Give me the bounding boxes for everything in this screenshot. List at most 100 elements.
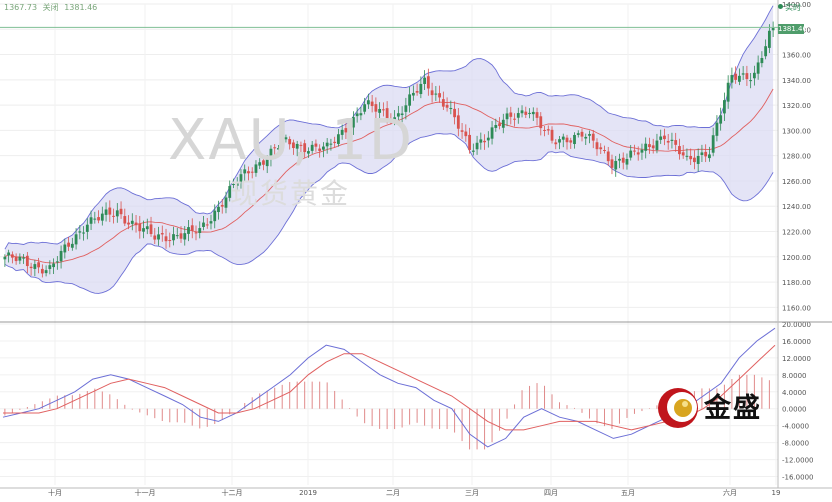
time-axis-label: 十一月	[135, 488, 156, 497]
macd-tick-label: 0.0000	[782, 406, 807, 414]
candle-body	[460, 130, 464, 132]
candle-body	[179, 233, 183, 239]
candle-body	[247, 171, 250, 174]
live-label: 实时	[785, 3, 801, 12]
time-axis-label: 2019	[299, 489, 317, 497]
candle-body	[97, 217, 100, 221]
candle-body	[734, 73, 738, 80]
candle-body	[235, 182, 239, 186]
candle-body	[666, 140, 670, 143]
candle-body	[408, 94, 412, 106]
candle-body	[37, 262, 41, 268]
candle-body	[134, 222, 138, 226]
candle-body	[183, 233, 187, 240]
candle-body	[606, 151, 610, 162]
candle-body	[659, 136, 663, 140]
candle-body	[228, 186, 232, 198]
candle-body	[614, 160, 618, 170]
candle-body	[449, 108, 453, 110]
macd-tick-label: -8.0000	[782, 440, 809, 448]
candle-body	[603, 150, 606, 152]
candle-body	[756, 62, 760, 74]
candle-body	[157, 234, 160, 240]
candle-body	[333, 141, 337, 144]
candle-body	[299, 144, 303, 146]
candle-body	[280, 139, 284, 148]
candle-body	[284, 137, 288, 140]
price-tick-label: 1260.00	[782, 178, 811, 186]
candle-body	[149, 224, 153, 235]
candle-body	[415, 91, 419, 93]
candle-body	[483, 140, 486, 143]
candle-body	[325, 142, 329, 147]
candle-body	[243, 169, 247, 174]
candle-body	[393, 117, 397, 121]
candle-body	[700, 152, 704, 155]
candle-body	[419, 83, 423, 95]
candle-body	[322, 146, 325, 150]
candle-body	[595, 142, 599, 150]
candle-body	[70, 243, 74, 248]
candle-body	[539, 116, 543, 129]
candle-body	[85, 224, 89, 232]
candle-body	[348, 128, 352, 135]
candle-body	[651, 145, 655, 149]
candle-body	[663, 135, 666, 140]
candle-body	[438, 93, 441, 98]
candle-body	[685, 155, 689, 157]
time-axis-label: 二月	[386, 489, 400, 497]
candle-body	[381, 109, 385, 111]
candle-body	[138, 223, 142, 232]
candle-body	[168, 240, 172, 242]
candle-body	[250, 171, 254, 173]
macd-line	[2, 327, 776, 448]
candle-body	[119, 208, 123, 215]
candle-body	[29, 266, 33, 269]
macd-tick-label: -12.0000	[782, 457, 813, 465]
bollinger-upper-line	[4, 5, 774, 250]
candle-body	[378, 108, 382, 113]
candle-body	[535, 112, 539, 118]
candle-body	[621, 157, 625, 163]
candle-body	[505, 113, 509, 120]
signal-line	[3, 344, 776, 431]
macd-tick-label: 16.0000	[782, 338, 811, 346]
price-tick-label: 1360.00	[782, 52, 811, 60]
candle-body	[142, 228, 145, 232]
candle-body	[633, 150, 636, 152]
candle-body	[359, 113, 363, 116]
candle-body	[501, 119, 505, 128]
candle-body	[711, 135, 715, 153]
candle-body	[445, 104, 449, 108]
candle-body	[479, 139, 483, 143]
live-indicator[interactable]: 实时	[778, 2, 801, 13]
macd-tick-label: -16.0000	[782, 474, 813, 482]
candlestick-series	[3, 21, 775, 278]
live-dot-icon	[778, 4, 783, 9]
candle-body	[426, 76, 430, 89]
candle-body	[314, 143, 318, 147]
candle-body	[123, 216, 127, 224]
candle-body	[213, 210, 217, 222]
candle-body	[10, 254, 14, 258]
candle-body	[33, 264, 37, 269]
candle-body	[543, 129, 546, 131]
candle-body	[205, 224, 209, 226]
candle-body	[396, 113, 400, 117]
candle-body	[599, 147, 603, 150]
candle-body	[44, 270, 48, 274]
candle-body	[565, 137, 569, 143]
candle-body	[164, 236, 168, 242]
candle-body	[93, 218, 97, 220]
candle-body	[14, 256, 18, 262]
candle-body	[464, 131, 468, 137]
candle-body	[130, 220, 134, 224]
candle-body	[719, 115, 723, 124]
price-axis-tag: 1381.46	[778, 24, 807, 34]
candle-body	[153, 235, 157, 240]
candle-body	[48, 265, 52, 269]
jinsheng-logo-icon	[658, 388, 698, 428]
candle-body	[498, 123, 501, 127]
candle-body	[385, 108, 389, 119]
candle-body	[411, 92, 415, 96]
